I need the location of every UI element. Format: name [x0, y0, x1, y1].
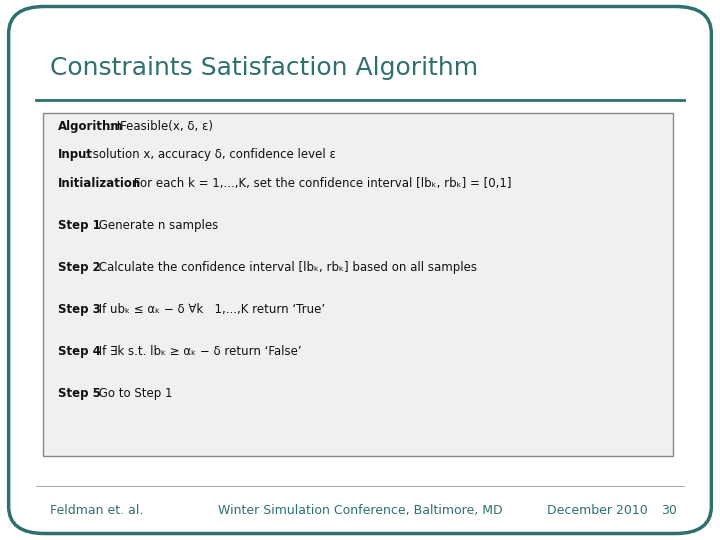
Text: Step 1: Step 1: [58, 219, 100, 232]
Text: Generate n samples: Generate n samples: [95, 219, 218, 232]
FancyBboxPatch shape: [9, 6, 711, 534]
Text: Step 4: Step 4: [58, 345, 101, 358]
Text: Calculate the confidence interval [lbₖ, rbₖ] based on all samples: Calculate the confidence interval [lbₖ, …: [95, 261, 477, 274]
Text: Step 5: Step 5: [58, 387, 101, 400]
Text: If ubₖ ≤ αₖ − δ ∀k   1,...,K return ‘True’: If ubₖ ≤ αₖ − δ ∀k 1,...,K return ‘True’: [95, 303, 325, 316]
Text: : For each k = 1,...,K, set the confidence interval [lbₖ, rbₖ] = [0,1]: : For each k = 1,...,K, set the confiden…: [126, 177, 511, 190]
Text: Step 3: Step 3: [58, 303, 100, 316]
Text: Constraints Satisfaction Algorithm: Constraints Satisfaction Algorithm: [50, 56, 479, 79]
Text: : IFeasible(x, δ, ε): : IFeasible(x, δ, ε): [109, 120, 213, 133]
FancyBboxPatch shape: [43, 113, 673, 456]
Text: Step 2: Step 2: [58, 261, 100, 274]
Text: Algorithm: Algorithm: [58, 120, 123, 133]
Text: Feldman et. al.: Feldman et. al.: [50, 504, 144, 517]
Text: Input: Input: [58, 148, 93, 161]
Text: If ∃k s.t. lbₖ ≥ αₖ − δ return ‘False’: If ∃k s.t. lbₖ ≥ αₖ − δ return ‘False’: [95, 345, 302, 358]
Text: December 2010: December 2010: [547, 504, 648, 517]
Text: : solution x, accuracy δ, confidence level ε: : solution x, accuracy δ, confidence lev…: [85, 148, 336, 161]
Text: Initialization: Initialization: [58, 177, 141, 190]
Text: Winter Simulation Conference, Baltimore, MD: Winter Simulation Conference, Baltimore,…: [217, 504, 503, 517]
Text: Go to Step 1: Go to Step 1: [95, 387, 173, 400]
Text: 30: 30: [661, 504, 677, 517]
